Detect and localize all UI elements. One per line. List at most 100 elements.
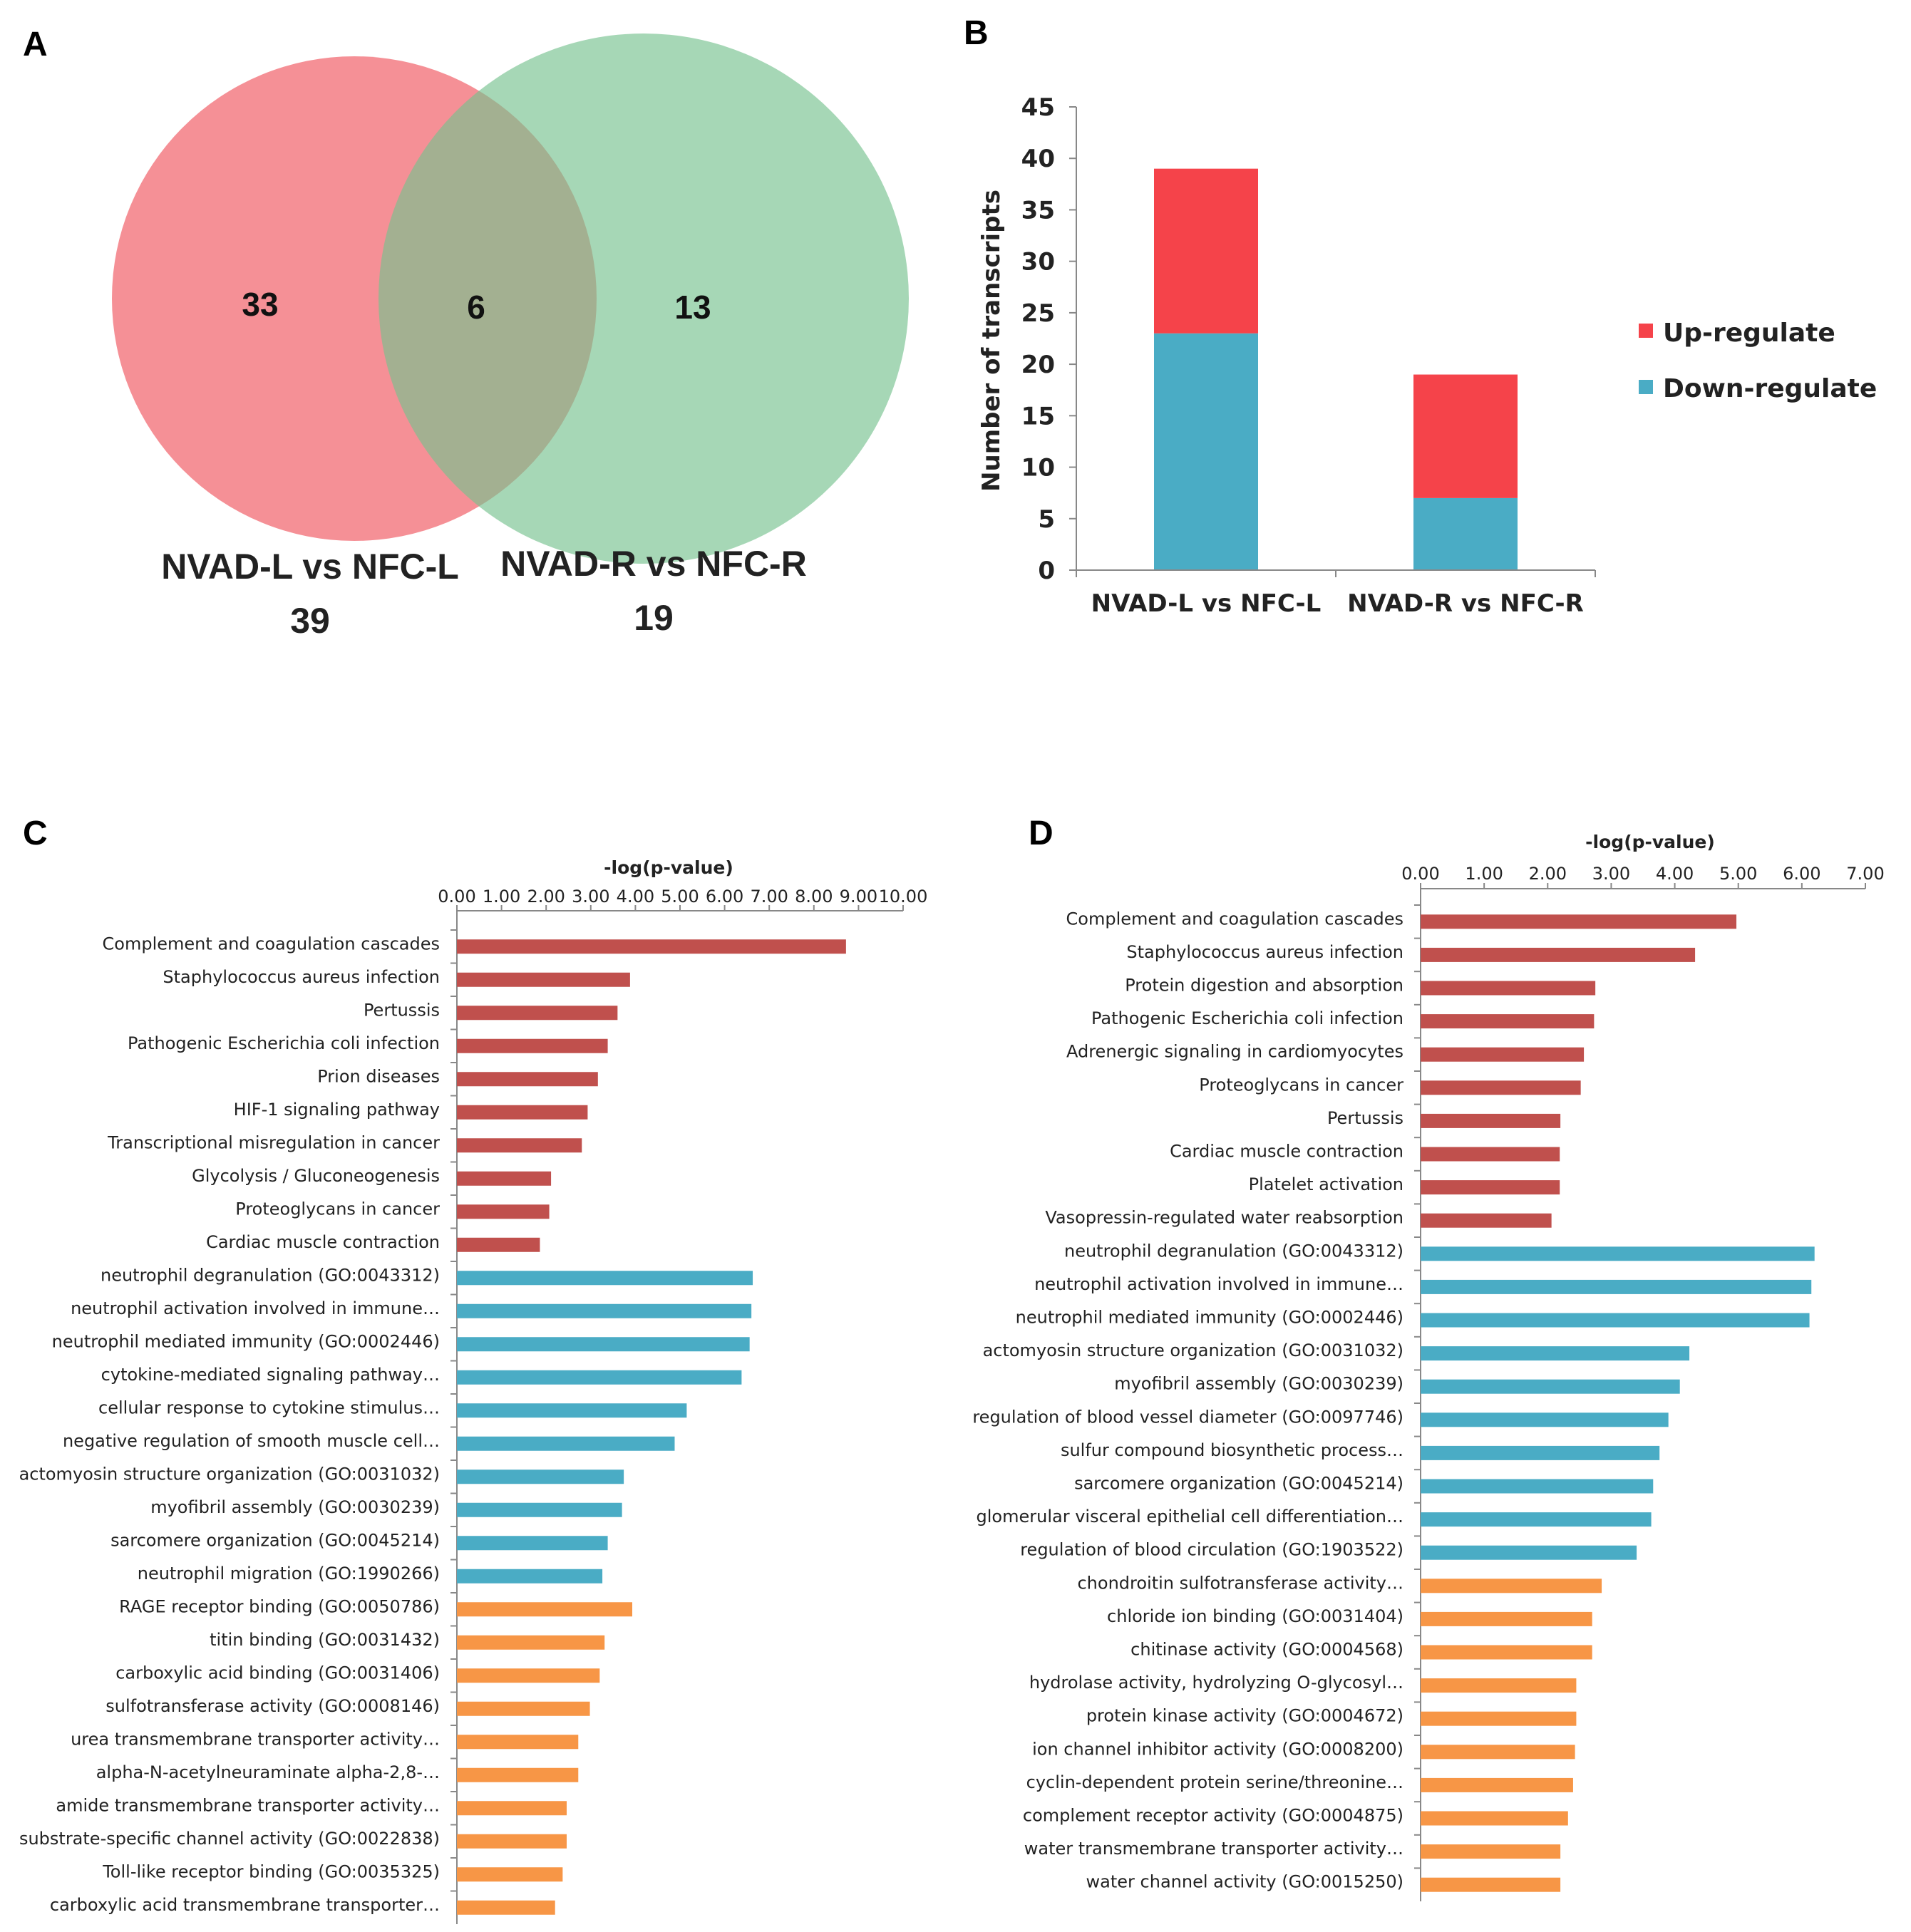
bar-kegg-1 — [1421, 947, 1696, 962]
category-label: Prion diseases — [317, 1066, 440, 1086]
y-axis-title: Number of transcripts — [977, 190, 1006, 492]
bar-go_bp-11 — [457, 1303, 752, 1318]
bar-kegg-2 — [1421, 981, 1596, 996]
x-tick-label: 1.00 — [483, 887, 520, 906]
x-tick-label: 3.00 — [572, 887, 609, 906]
category-label: Adrenergic signaling in cardiomyocytes — [1066, 1042, 1403, 1062]
category-label: Pertussis — [364, 1000, 440, 1020]
y-tick-label: 20 — [1021, 351, 1055, 379]
bar-go_bp-16 — [457, 1469, 624, 1484]
bar-go_bp-19 — [1421, 1545, 1637, 1560]
x-tick-label: 4.00 — [617, 887, 654, 906]
category-label: sarcomere organization (GO:0045214) — [110, 1530, 440, 1550]
y-tick-label: 45 — [1021, 93, 1055, 122]
x-tick-label: 3.00 — [1592, 864, 1630, 884]
bar-go_bp-14 — [1421, 1379, 1680, 1394]
venn-left-set-name: NVAD-L vs NFC-L — [161, 547, 459, 587]
category-label: myofibril assembly (GO:0030239) — [150, 1497, 440, 1517]
bar-go_bp-12 — [1421, 1313, 1810, 1328]
category-label: cyclin-dependent protein serine/threonin… — [1026, 1772, 1403, 1792]
venn-right-set-total: 19 — [634, 598, 674, 638]
category-label: ion channel inhibitor activity (GO:00082… — [1032, 1739, 1403, 1759]
category-label: Platelet activation — [1249, 1174, 1403, 1194]
bar-go_mf-20 — [457, 1602, 633, 1617]
bar-go_bp-10 — [457, 1271, 753, 1286]
legend-swatch-up — [1639, 324, 1653, 338]
category-label: neutrophil degranulation (GO:0043312) — [101, 1265, 440, 1285]
category-label: neutrophil mediated immunity (GO:0002446… — [52, 1331, 440, 1351]
category-label: Pathogenic Escherichia coli infection — [128, 1033, 440, 1053]
axes — [1076, 107, 1596, 577]
category-label: Transcriptional misregulation in cancer — [107, 1132, 440, 1152]
category-label: cellular response to cytokine stimulus… — [98, 1398, 440, 1417]
bar-kegg-4 — [457, 1072, 598, 1087]
category-label: titin binding (GO:0031432) — [210, 1630, 440, 1650]
category-label: neutrophil activation involved in immune… — [1034, 1274, 1403, 1294]
bar-go_mf-25 — [457, 1767, 579, 1782]
bar-kegg-2 — [457, 1006, 618, 1021]
bar-go_mf-27 — [1421, 1811, 1568, 1826]
category-label: myofibril assembly (GO:0030239) — [1114, 1374, 1403, 1394]
category-label: neutrophil mediated immunity (GO:0002446… — [1016, 1308, 1403, 1328]
x-tick-label: 0.00 — [1401, 864, 1439, 884]
category-label: carboxylic acid binding (GO:0031406) — [115, 1663, 440, 1683]
x-tick-label: 5.00 — [661, 887, 699, 906]
x-category-label: NVAD-R vs NFC-R — [1347, 589, 1584, 618]
bar-go_bp-17 — [1421, 1479, 1654, 1494]
category-label: protein kinase activity (GO:0004672) — [1086, 1706, 1403, 1726]
venn-intersection-count: 6 — [467, 289, 485, 326]
category-label: urea transmembrane transporter activity… — [71, 1729, 440, 1749]
bar-kegg-9 — [457, 1237, 540, 1252]
category-label: Staphylococcus aureus infection — [1126, 942, 1403, 962]
enrichment-chart-d: -log(p-value) 0.00 1.00 2.00 3.00 4.00 5.00 6.… — [972, 832, 1885, 1901]
x-tick-label: 4.00 — [1656, 864, 1694, 884]
bar-kegg-1 — [457, 972, 630, 987]
bar-go_mf-23 — [457, 1701, 590, 1716]
category-label: chloride ion binding (GO:0031404) — [1107, 1606, 1403, 1626]
bar-go_mf-23 — [1421, 1678, 1577, 1693]
category-label: HIF-1 signaling pathway — [234, 1100, 440, 1120]
bar-go_bp-18 — [457, 1536, 608, 1551]
category-label: neutrophil migration (GO:1990266) — [138, 1564, 440, 1584]
category-label: hydrolase activity, hydrolyzing O-glycos… — [1029, 1673, 1403, 1693]
bar-up-0 — [1154, 168, 1258, 334]
bar-kegg-3 — [457, 1038, 608, 1053]
legend-label-up: Up-regulate — [1663, 319, 1835, 348]
category-label: Pathogenic Escherichia coli infection — [1091, 1008, 1403, 1028]
x-axis-title-d: -log(p-value) — [1585, 832, 1715, 852]
bar-kegg-9 — [1421, 1213, 1552, 1228]
panel-label-d: D — [1029, 815, 1054, 852]
category-label: sulfur compound biosynthetic process… — [1061, 1440, 1403, 1460]
bar-down-0 — [1154, 333, 1258, 570]
venn-circle-right — [378, 33, 909, 564]
category-label: chondroitin sulfotransferase activity… — [1077, 1573, 1403, 1593]
venn-right-set-name: NVAD-R vs NFC-R — [500, 544, 807, 584]
y-axis-ticks: 0 5 10 15 20 25 30 35 40 45 — [1021, 93, 1076, 585]
category-label: Pertussis — [1327, 1108, 1403, 1128]
bar-go_mf-29 — [457, 1900, 555, 1915]
bar-go_bp-16 — [1421, 1445, 1660, 1460]
bar-series — [1154, 168, 1518, 570]
x-tick-label: 6.00 — [1783, 864, 1820, 884]
x-axis-title-c: -log(p-value) — [604, 857, 733, 878]
category-label: Cardiac muscle contraction — [1170, 1142, 1403, 1162]
bar-go_mf-26 — [1421, 1777, 1573, 1792]
enrichment-chart-c: -log(p-value) 0.00 1.00 2.00 3.00 4.00 5.00 6.… — [19, 857, 927, 1924]
venn-diagram: 33 6 13 NVAD-L vs NFC-L 39 NVAD-R vs NFC… — [112, 33, 909, 641]
x-category-label: NVAD-L vs NFC-L — [1091, 589, 1322, 618]
bar-kegg-5 — [457, 1105, 588, 1120]
category-label: RAGE receptor binding (GO:0050786) — [119, 1596, 440, 1616]
legend: Up-regulate Down-regulate — [1639, 319, 1877, 403]
bar-kegg-0 — [1421, 914, 1737, 929]
bar-go_bp-14 — [457, 1403, 687, 1418]
category-label: Complement and coagulation cascades — [1066, 909, 1403, 929]
y-tick-label: 25 — [1021, 299, 1055, 328]
category-label: regulation of blood circulation (GO:1903… — [1020, 1540, 1403, 1560]
bar-go_bp-18 — [1421, 1512, 1652, 1527]
category-label: substrate-specific channel activity (GO:… — [19, 1829, 440, 1849]
x-tick-label: 6.00 — [706, 887, 743, 906]
bar-kegg-4 — [1421, 1047, 1585, 1062]
x-tick-label: 8.00 — [795, 887, 833, 906]
bar-go_mf-21 — [457, 1635, 605, 1650]
x-tick-label: 7.00 — [750, 887, 788, 906]
